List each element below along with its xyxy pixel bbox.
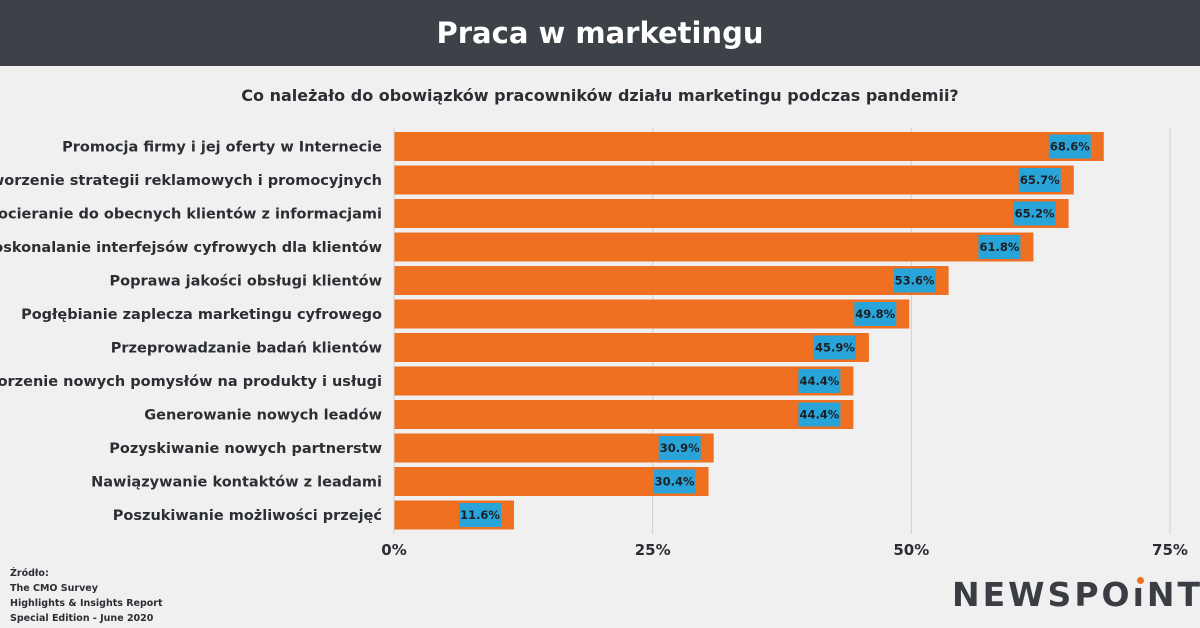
bar xyxy=(394,333,869,362)
value-label-box xyxy=(459,503,502,527)
category-label: Generowanie nowych leadów xyxy=(144,408,382,424)
category-label: Tworzenie strategii reklamowych i promoc… xyxy=(0,173,382,189)
value-label-box xyxy=(1018,168,1061,192)
value-label-box xyxy=(978,235,1021,259)
category-label: Poprawa jakości obsługi klientów xyxy=(110,274,382,290)
category-label: Tworzenie nowych pomysłów na produkty i … xyxy=(0,374,382,390)
bar xyxy=(394,199,1069,228)
value-label: 30.4% xyxy=(655,475,695,489)
chart-header: Praca w marketingu xyxy=(0,0,1200,66)
category-label: Docieranie do obecnych klientów z inform… xyxy=(0,207,382,223)
source-line: The CMO Survey xyxy=(10,583,98,594)
value-label-box xyxy=(854,302,897,326)
value-label-box xyxy=(1048,134,1091,159)
value-label: 65.7% xyxy=(1020,173,1060,187)
value-label: 65.2% xyxy=(1015,207,1055,221)
x-tick-label: 75% xyxy=(1152,541,1188,559)
value-label-box xyxy=(798,369,841,393)
source-line: Highlights & Insights Report xyxy=(10,598,163,609)
bar xyxy=(394,132,1104,161)
bar xyxy=(394,366,854,396)
source-line: Źródło: xyxy=(10,568,49,579)
value-label: 49.8% xyxy=(855,307,895,321)
category-label: Poszukiwanie możliwości przejęć xyxy=(113,508,383,524)
chart-title: Co należało do obowiązków pracowników dz… xyxy=(241,86,959,105)
value-label: 53.6% xyxy=(895,274,935,288)
bar xyxy=(394,266,949,295)
value-label-box xyxy=(798,402,841,427)
value-label-box xyxy=(1013,201,1056,226)
logo-accent-letter: ı xyxy=(1132,574,1147,614)
header-title: Praca w marketingu xyxy=(436,16,764,50)
bar xyxy=(394,165,1074,195)
value-label: 30.9% xyxy=(660,441,700,455)
category-label: Pogłębianie zaplecza marketingu cyfroweg… xyxy=(21,307,382,323)
value-label: 44.4% xyxy=(799,408,839,422)
category-label: Nawiązywanie kontaktów z leadami xyxy=(91,475,382,491)
bar xyxy=(394,400,854,429)
value-label-box xyxy=(813,335,856,360)
x-tick-label: 25% xyxy=(635,541,671,559)
bar xyxy=(394,299,910,329)
value-label-box xyxy=(653,469,696,494)
logo-text: NT xyxy=(1146,574,1200,614)
x-tick-label: 0% xyxy=(381,541,406,559)
category-label: Przeprowadzanie badań klientów xyxy=(111,341,382,357)
value-label: 68.6% xyxy=(1050,140,1090,154)
category-label: Promocja firmy i jej oferty w Internecie xyxy=(62,140,382,156)
bar xyxy=(394,232,1034,262)
newspoint-logo: NEWSPO ı NT xyxy=(952,574,1200,614)
logo-text: NEWSPO xyxy=(952,574,1133,614)
value-label: 44.4% xyxy=(799,374,839,388)
source-note: Źródło: The CMO Survey Highlights & Insi… xyxy=(10,566,210,626)
value-label-box xyxy=(658,436,701,460)
x-tick-label: 50% xyxy=(893,541,929,559)
source-line: Special Edition - June 2020 xyxy=(10,613,154,624)
value-label-box xyxy=(893,268,936,293)
value-label: 61.8% xyxy=(979,240,1019,254)
category-label: Udoskonalanie interfejsów cyfrowych dla … xyxy=(0,240,382,256)
value-label: 11.6% xyxy=(460,508,500,522)
category-label: Pozyskiwanie nowych partnerstw xyxy=(109,441,382,457)
value-label: 45.9% xyxy=(815,341,855,355)
